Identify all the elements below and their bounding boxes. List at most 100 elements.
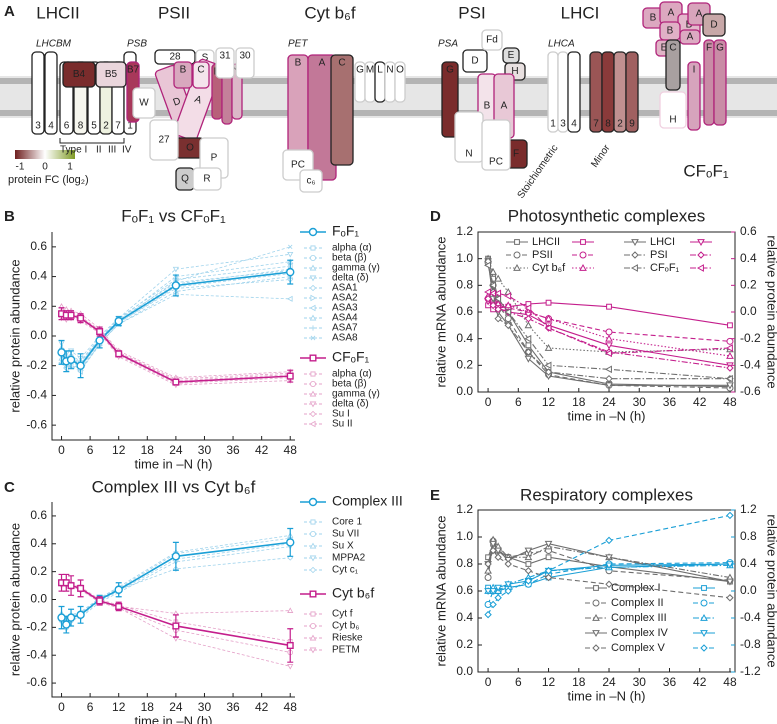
subunit-label: PC: [291, 160, 305, 171]
y-axis-label: relative protein abundance: [7, 259, 22, 412]
x-tick-label: 18: [141, 443, 155, 457]
x-tick-label: 12: [112, 700, 126, 714]
legend-label: Complex II: [611, 597, 664, 609]
x-tick-label: 24: [169, 443, 183, 457]
legend-marker: [697, 239, 705, 247]
protein-point: [545, 299, 552, 306]
chart-title: Photosynthetic complexes: [508, 206, 706, 225]
x-tick-label: 30: [633, 395, 647, 409]
subunit-label: Q: [181, 174, 189, 185]
subunit-label: B: [295, 58, 302, 69]
series-point: [286, 267, 295, 277]
subunit-label: B7: [127, 65, 140, 76]
subunit-label: L: [377, 65, 383, 76]
series-point: [77, 314, 85, 322]
legend-marker: [514, 239, 520, 245]
y-tick-label: 0.4: [30, 536, 47, 550]
subunit-box: [702, 13, 726, 37]
x-axis-label: time in –N (h): [134, 713, 212, 724]
member-point: [287, 607, 294, 613]
chart-title: FₒF₁ vs CFₒF₁: [121, 206, 226, 225]
member-point: [287, 664, 294, 670]
x-tick-label: 36: [226, 443, 240, 457]
subunit: 27: [149, 119, 179, 161]
subunit: c₆: [299, 169, 323, 193]
mrna-point: [494, 547, 503, 555]
legend-label: beta (β): [332, 379, 367, 390]
subunit-label: A: [687, 32, 694, 43]
mrna-point: [524, 547, 533, 555]
subunit: M: [364, 61, 376, 103]
series-point: [57, 613, 66, 622]
legend-label: LHCII: [532, 236, 560, 248]
y-tick-label: 0.6: [456, 304, 473, 318]
protein-point: [605, 562, 613, 570]
legend-label: ASA2: [332, 293, 358, 304]
y-tick-label: 0.4: [456, 331, 473, 345]
subunit: 8: [601, 51, 615, 133]
x-tick-label: 18: [141, 700, 155, 714]
mrna-point: [524, 334, 532, 343]
y2-tick-label: -1.2: [740, 664, 761, 678]
mrna-point: [524, 567, 533, 575]
lhci-group: Minor: [589, 142, 613, 169]
subunit-label: 2: [103, 121, 109, 132]
series-point: [171, 552, 181, 561]
series-line: [61, 312, 291, 383]
y-axis-label: relative mRNA abundance: [433, 515, 448, 666]
legend-marker: [309, 531, 316, 538]
mrna-point: [504, 557, 513, 564]
legend-marker: [579, 263, 587, 271]
x-tick-label: 6: [87, 700, 94, 714]
subunit: W: [132, 87, 156, 119]
protein-point: [606, 303, 612, 310]
y-tick-label: -0.6: [26, 675, 47, 689]
x-tick-label: 42: [255, 700, 269, 714]
subunit-label: A: [696, 9, 703, 20]
legend-marker: [700, 630, 708, 638]
mrna-point: [489, 281, 497, 290]
subunit-label: 31: [219, 51, 231, 62]
legend-marker: [700, 644, 708, 652]
subunit: N: [454, 111, 484, 163]
legend-label: ASA3: [332, 303, 358, 314]
subunit-box: [62, 61, 96, 88]
mrna-line: [487, 261, 730, 380]
legend-marker: [310, 335, 316, 341]
member-point: [172, 266, 179, 273]
y-tick-label: 0.2: [30, 298, 47, 312]
x-tick-label: 42: [693, 675, 707, 689]
subunit-label: 8: [78, 121, 84, 132]
x-tick-label: 36: [663, 675, 677, 689]
legend-marker: [309, 275, 317, 282]
x-axis-label: time in –N (h): [567, 408, 645, 423]
y-axis-label: relative protein abundance: [7, 523, 22, 676]
y2-tick-label: 0.6: [740, 224, 757, 238]
series-point: [66, 613, 76, 622]
subunit: 3: [557, 51, 569, 133]
y-tick-label: 0.6: [30, 508, 47, 522]
series-point: [77, 584, 85, 592]
subunit: E: [502, 47, 520, 64]
subunit-label: 4: [48, 121, 54, 132]
mrna-point: [544, 540, 553, 548]
legend-label: Su I: [332, 409, 350, 420]
legend-label: alpha (α): [332, 243, 372, 254]
legend-marker: [309, 634, 317, 641]
panel-letter: A: [4, 3, 15, 20]
x-tick-label: 18: [572, 395, 586, 409]
legend-marker: [309, 542, 317, 549]
subunit-label: B5: [105, 69, 118, 80]
subunit-label: 28: [169, 52, 181, 63]
y-tick-label: 0.0: [456, 384, 473, 398]
series-point: [286, 641, 294, 649]
series-point: [172, 622, 180, 630]
subunit: D: [462, 49, 488, 73]
member-line: [61, 265, 291, 364]
legend-marker: [310, 371, 316, 377]
mrna-point: [484, 560, 492, 568]
protein-line: [487, 564, 730, 592]
x-tick-label: 48: [284, 443, 298, 457]
y-tick-label: 0.8: [456, 278, 473, 292]
y2-axis-label: relative protein abundance: [765, 235, 777, 388]
